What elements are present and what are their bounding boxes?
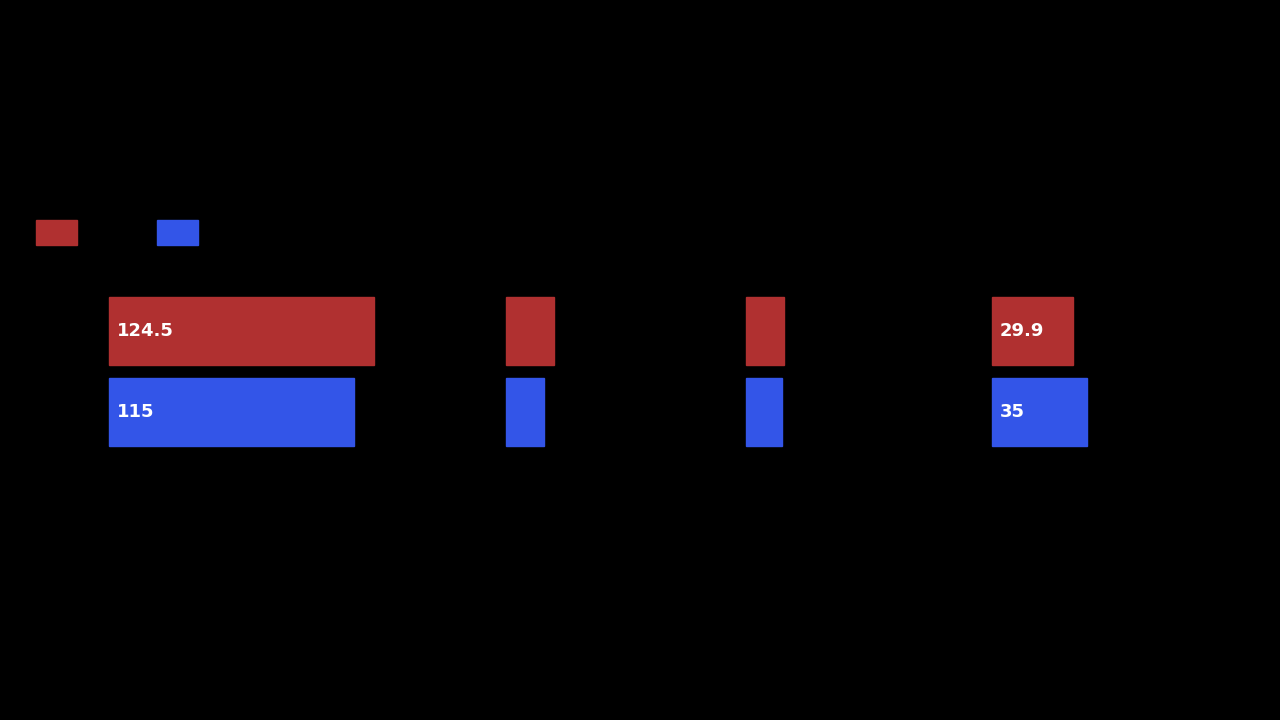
Bar <box>36 220 77 245</box>
Bar <box>506 297 554 365</box>
Text: Rohit: Rohit <box>36 402 95 421</box>
Text: Kohli: Kohli <box>87 223 131 241</box>
Text: Boundary%: Boundary% <box>762 282 865 300</box>
Text: Virat vs Rohit against Spinners: Virat vs Rohit against Spinners <box>36 176 694 212</box>
Bar <box>506 378 544 446</box>
Text: RPI: RPI <box>512 282 540 300</box>
Bar <box>109 297 375 365</box>
Text: Kohli: Kohli <box>36 322 91 341</box>
Text: 12.07: 12.07 <box>795 402 846 420</box>
Text: 35: 35 <box>1000 402 1025 420</box>
Text: Rohit: Rohit <box>209 223 255 241</box>
Bar <box>992 378 1087 446</box>
Bar <box>157 220 198 245</box>
Text: 29.9: 29.9 <box>1000 323 1044 341</box>
Bar <box>992 297 1074 365</box>
Text: 15.04: 15.04 <box>567 323 618 341</box>
Text: 115: 115 <box>116 402 154 420</box>
Bar <box>109 378 355 446</box>
Bar <box>746 297 785 365</box>
Bar <box>746 378 782 446</box>
Text: SR: SR <box>128 282 152 300</box>
Text: Dot %: Dot % <box>1011 282 1066 300</box>
Text: 124.5: 124.5 <box>116 323 173 341</box>
Text: 12.71: 12.71 <box>797 323 849 341</box>
Text: 12.05: 12.05 <box>557 402 608 420</box>
